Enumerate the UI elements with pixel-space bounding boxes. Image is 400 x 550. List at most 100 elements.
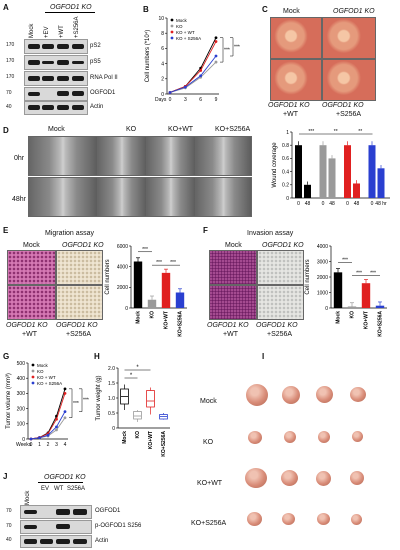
- bar: [368, 145, 376, 198]
- legend-label: KO + S256A: [176, 36, 201, 41]
- invasion-photo: [257, 250, 304, 285]
- wound-photo: [146, 177, 196, 217]
- panel-f-bottom2: +WT: [223, 331, 238, 338]
- x-tick-label: 48: [329, 201, 335, 207]
- sig-bracket: [69, 388, 73, 418]
- y-axis-label: Tumor volume (mm³): [6, 373, 12, 429]
- sig-mark: ***: [342, 258, 348, 264]
- panel-c-bottom-label: OGFOD1 KO: [322, 102, 364, 109]
- sig-mark: **: [334, 129, 338, 135]
- x-tick-label: 0: [346, 201, 349, 207]
- legend-marker: [31, 381, 35, 385]
- mw-label: 170: [6, 58, 15, 64]
- y-tick-label: 4000: [117, 264, 128, 270]
- tumor-photo: [238, 374, 398, 546]
- x-tick-label: 1: [38, 442, 41, 448]
- data-point: [214, 40, 218, 43]
- y-tick-label: 1.0: [108, 396, 115, 402]
- mw-label: 170: [6, 74, 15, 80]
- bar: [295, 145, 302, 198]
- sig-mark: ***: [142, 247, 148, 253]
- panel-j-lane: Mock: [25, 490, 31, 505]
- legend-label: KO + WT: [176, 30, 195, 35]
- row-label-p-ogfod1: p-OGFOD1 S256: [95, 523, 142, 529]
- panel-d-row: 48hr: [12, 196, 27, 203]
- migration-title: Migration assay: [45, 230, 95, 237]
- y-tick-label: 1000: [317, 290, 328, 296]
- data-point: [63, 387, 67, 391]
- y-tick-label: 8: [161, 31, 164, 37]
- panel-d-row: 0hr: [14, 155, 25, 162]
- invasion-title: Invasion assay: [247, 230, 294, 237]
- x-axis-label: Weeks: [16, 442, 32, 448]
- panel-label-a: A: [3, 3, 9, 12]
- legend-label: KO: [176, 24, 183, 29]
- y-tick-label: 6: [161, 46, 164, 52]
- y-tick-label: 0: [325, 306, 328, 312]
- panel-label-d: D: [3, 126, 9, 135]
- x-tick-label: 48: [354, 201, 360, 207]
- y-tick-label: 0: [112, 426, 115, 432]
- blot-actin: [20, 535, 92, 548]
- x-tick-label: 0: [30, 442, 33, 448]
- migration-photo: [7, 250, 56, 285]
- wound-photo: [195, 136, 252, 176]
- panel-label-h: H: [94, 352, 100, 361]
- row-label-actin: Actin: [90, 104, 104, 110]
- sig-mark: ***: [234, 44, 240, 50]
- y-tick-label: 0: [125, 306, 128, 312]
- x-tick-label: 9: [215, 97, 218, 103]
- legend-marker: [31, 369, 35, 373]
- x-tick-label: 0: [322, 201, 325, 207]
- panel-label-c: C: [262, 5, 268, 14]
- sig-mark: ***: [156, 260, 162, 266]
- x-tick-label: KO+WT: [148, 431, 154, 449]
- panel-c-bottom-label2: +S256A: [336, 111, 362, 118]
- tumor-row-label: KO+WT: [197, 480, 223, 487]
- y-tick-label: 2000: [317, 275, 328, 281]
- wound-photo: [28, 136, 98, 176]
- migration-photo: [7, 285, 56, 320]
- legend-label: Mock: [37, 363, 49, 368]
- mw-label: 70: [6, 508, 12, 514]
- y-tick-label: 6000: [117, 244, 128, 250]
- tumor-row-label: Mock: [200, 398, 217, 405]
- colony-photo: [322, 17, 376, 59]
- row-label-rna-pol-ii: RNA Pol II: [90, 75, 118, 81]
- panel-e-bottom: OGFOD1 KO: [56, 322, 98, 329]
- blot-ps5: [24, 55, 88, 70]
- mw-label: 70: [6, 523, 12, 529]
- legend-marker: [170, 24, 174, 28]
- wound-photo: [97, 177, 147, 217]
- x-tick-label: KO: [135, 431, 141, 439]
- panel-e-bottom2: +WT: [22, 331, 37, 338]
- series-line: [30, 388, 66, 440]
- bar: [175, 292, 185, 308]
- migration-photo: [56, 250, 103, 285]
- y-axis-label: Wound coverage: [272, 142, 278, 188]
- blot-ogfod1: [24, 87, 88, 101]
- x-tick-label: Mock: [122, 431, 128, 444]
- bar: [375, 305, 385, 308]
- sig-mark: **: [358, 129, 362, 135]
- colony-photo: [270, 17, 322, 59]
- sig-mark: ***: [83, 398, 89, 404]
- data-point: [55, 425, 58, 429]
- bar: [361, 283, 371, 308]
- y-axis-label: Tumor weight (g): [96, 375, 102, 420]
- data-point: [214, 54, 218, 58]
- bar: [344, 145, 351, 198]
- y-tick-label: 2: [161, 77, 164, 83]
- sig-bracket: [220, 37, 224, 63]
- invasion-bar-chart: 0 1000 2000 3000 4000 Cell numbers Mock KO KO+WT…: [305, 244, 387, 337]
- y-tick-label: 0.4: [282, 169, 289, 175]
- y-tick-label: 100: [17, 422, 26, 428]
- data-point: [183, 85, 187, 89]
- colony-photo: [270, 59, 322, 101]
- panel-j-lane: EV: [41, 486, 50, 492]
- y-tick-label: 4: [161, 61, 164, 67]
- x-tick-label: KO+S256A: [178, 311, 184, 337]
- sig-mark: *: [130, 373, 133, 379]
- data-point: [214, 60, 218, 64]
